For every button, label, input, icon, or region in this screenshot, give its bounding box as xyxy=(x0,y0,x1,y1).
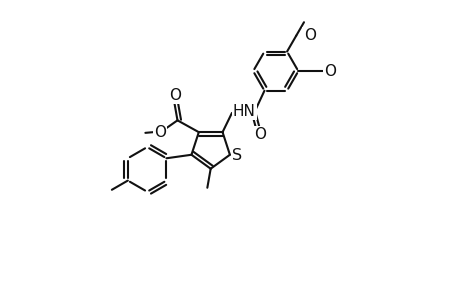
Text: O: O xyxy=(168,88,180,103)
Text: S: S xyxy=(232,148,242,163)
Text: O: O xyxy=(324,64,336,79)
Text: O: O xyxy=(253,127,265,142)
Text: O: O xyxy=(303,28,315,43)
Text: O: O xyxy=(154,124,166,140)
Text: HN: HN xyxy=(232,104,255,119)
